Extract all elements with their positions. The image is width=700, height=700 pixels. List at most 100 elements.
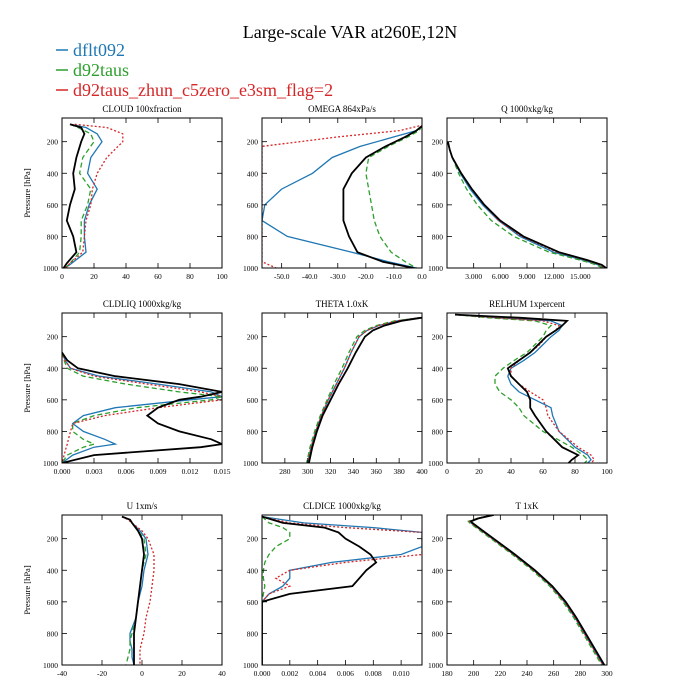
x-tick-label: 360: [371, 467, 383, 476]
y-tick-label: 200: [247, 333, 259, 342]
y-tick-label: 800: [47, 427, 59, 436]
x-tick-label: 320: [325, 467, 337, 476]
x-tick-label: 20: [178, 669, 186, 678]
x-tick-label: 9.000: [519, 272, 536, 281]
series-line: [62, 352, 222, 463]
series-line: [62, 351, 222, 463]
series-line: [307, 317, 420, 463]
series-line: [121, 516, 155, 665]
series-line: [262, 125, 422, 268]
y-tick-label: 1000: [243, 459, 258, 468]
y-tick-label: 600: [47, 201, 59, 210]
x-tick-label: 60: [539, 467, 547, 476]
x-tick-label: 400: [416, 467, 428, 476]
x-tick-label: 280: [279, 467, 291, 476]
panel: Q 1000xkg/kg 200 400 600 800 1000 3.000 6.000 9.…: [428, 104, 608, 281]
y-tick-label: 1000: [43, 661, 58, 670]
y-tick-label: 200: [47, 138, 59, 147]
series-line: [64, 123, 124, 268]
plot-frame: [261, 312, 423, 464]
y-tick-label: 400: [432, 566, 444, 575]
y-tick-label: 1000: [243, 661, 258, 670]
x-tick-label: -20: [97, 669, 107, 678]
y-tick-label: 800: [247, 427, 259, 436]
x-tick-label: 100: [601, 467, 613, 476]
panel: THETA 1.0xK 200 400 600 800 1000 280 300 320 340 3…: [243, 299, 428, 476]
x-tick-label: 300: [601, 669, 613, 678]
y-tick-label: 400: [432, 364, 444, 373]
x-tick-label: 0: [140, 669, 144, 678]
series-line: [262, 516, 291, 665]
x-tick-label: 260: [548, 669, 560, 678]
x-tick-label: 0.000: [254, 669, 271, 678]
x-tick-label: -50.0: [274, 272, 290, 281]
panel-title: U 1xm/s: [127, 501, 158, 511]
x-tick-label: -10.0: [386, 272, 402, 281]
x-tick-label: -30.0: [330, 272, 346, 281]
panel-title: T 1xK: [515, 501, 539, 511]
x-tick-label: 0.004: [309, 669, 326, 678]
y-tick-label: 800: [47, 629, 59, 638]
panel-title: RELHUM 1xpercent: [489, 299, 565, 309]
x-tick-label: 0.006: [118, 467, 135, 476]
x-tick-label: 6.000: [492, 272, 509, 281]
x-tick-label: 0.008: [365, 669, 382, 678]
series-line: [64, 123, 103, 268]
series-line: [365, 125, 422, 268]
x-tick-label: 80: [186, 272, 194, 281]
series-line: [447, 141, 606, 268]
plot-frame: [446, 312, 608, 464]
x-tick-label: 0.003: [86, 467, 103, 476]
x-tick-label: 0.006: [337, 669, 354, 678]
y-tick-label: 600: [247, 201, 259, 210]
series-line: [262, 515, 378, 665]
plot-frame: [446, 514, 608, 666]
y-tick-label: 400: [47, 566, 59, 575]
series-line: [308, 316, 422, 463]
series-line: [305, 317, 420, 463]
x-tick-label: 0.0: [417, 272, 427, 281]
x-tick-label: -20.0: [358, 272, 374, 281]
x-tick-label: 15.000: [570, 272, 591, 281]
y-tick-label: 400: [247, 364, 259, 373]
y-tick-label: 800: [247, 629, 259, 638]
y-tick-label: 800: [432, 427, 444, 436]
x-tick-label: 200: [468, 669, 480, 678]
y-tick-label: 600: [432, 201, 444, 210]
series-line: [469, 515, 606, 665]
series-line: [262, 515, 422, 665]
x-tick-label: 240: [521, 669, 533, 678]
y-tick-label: 600: [432, 598, 444, 607]
x-tick-label: 180: [441, 669, 453, 678]
x-tick-label: 60: [154, 272, 162, 281]
y-tick-label: 200: [432, 138, 444, 147]
panel-title: CLDLIQ 1000xkg/kg: [103, 299, 182, 309]
y-tick-label: 200: [247, 535, 259, 544]
panel: U 1xm/s 200 400 600 800 1000-40 -20 0 20 40 Pressu…: [22, 501, 226, 678]
x-tick-label: 40: [218, 669, 226, 678]
x-tick-label: 0: [60, 272, 64, 281]
y-tick-label: 600: [247, 396, 259, 405]
y-tick-label: 800: [47, 232, 59, 241]
x-tick-label: 220: [495, 669, 507, 678]
y-tick-label: 400: [247, 169, 259, 178]
y-tick-label: 1000: [43, 264, 58, 273]
y-axis-label: Pressure [hPa]: [22, 168, 32, 218]
y-tick-label: 1000: [428, 661, 443, 670]
y-tick-label: 1000: [243, 264, 258, 273]
panel: OMEGA 864xPa/s 200 400 600 800 1000 -50.0 -40.0…: [243, 104, 427, 281]
y-tick-label: 1000: [428, 459, 443, 468]
series-line: [121, 515, 145, 665]
series-line: [447, 141, 607, 268]
panel-title: CLDICE 1000xkg/kg: [303, 501, 381, 511]
x-tick-label: 380: [394, 467, 406, 476]
y-tick-label: 200: [247, 138, 259, 147]
x-tick-label: 0.000: [54, 467, 71, 476]
series-line: [447, 141, 604, 268]
y-axis-label: Pressure [hPa]: [22, 565, 32, 615]
y-tick-label: 200: [432, 535, 444, 544]
